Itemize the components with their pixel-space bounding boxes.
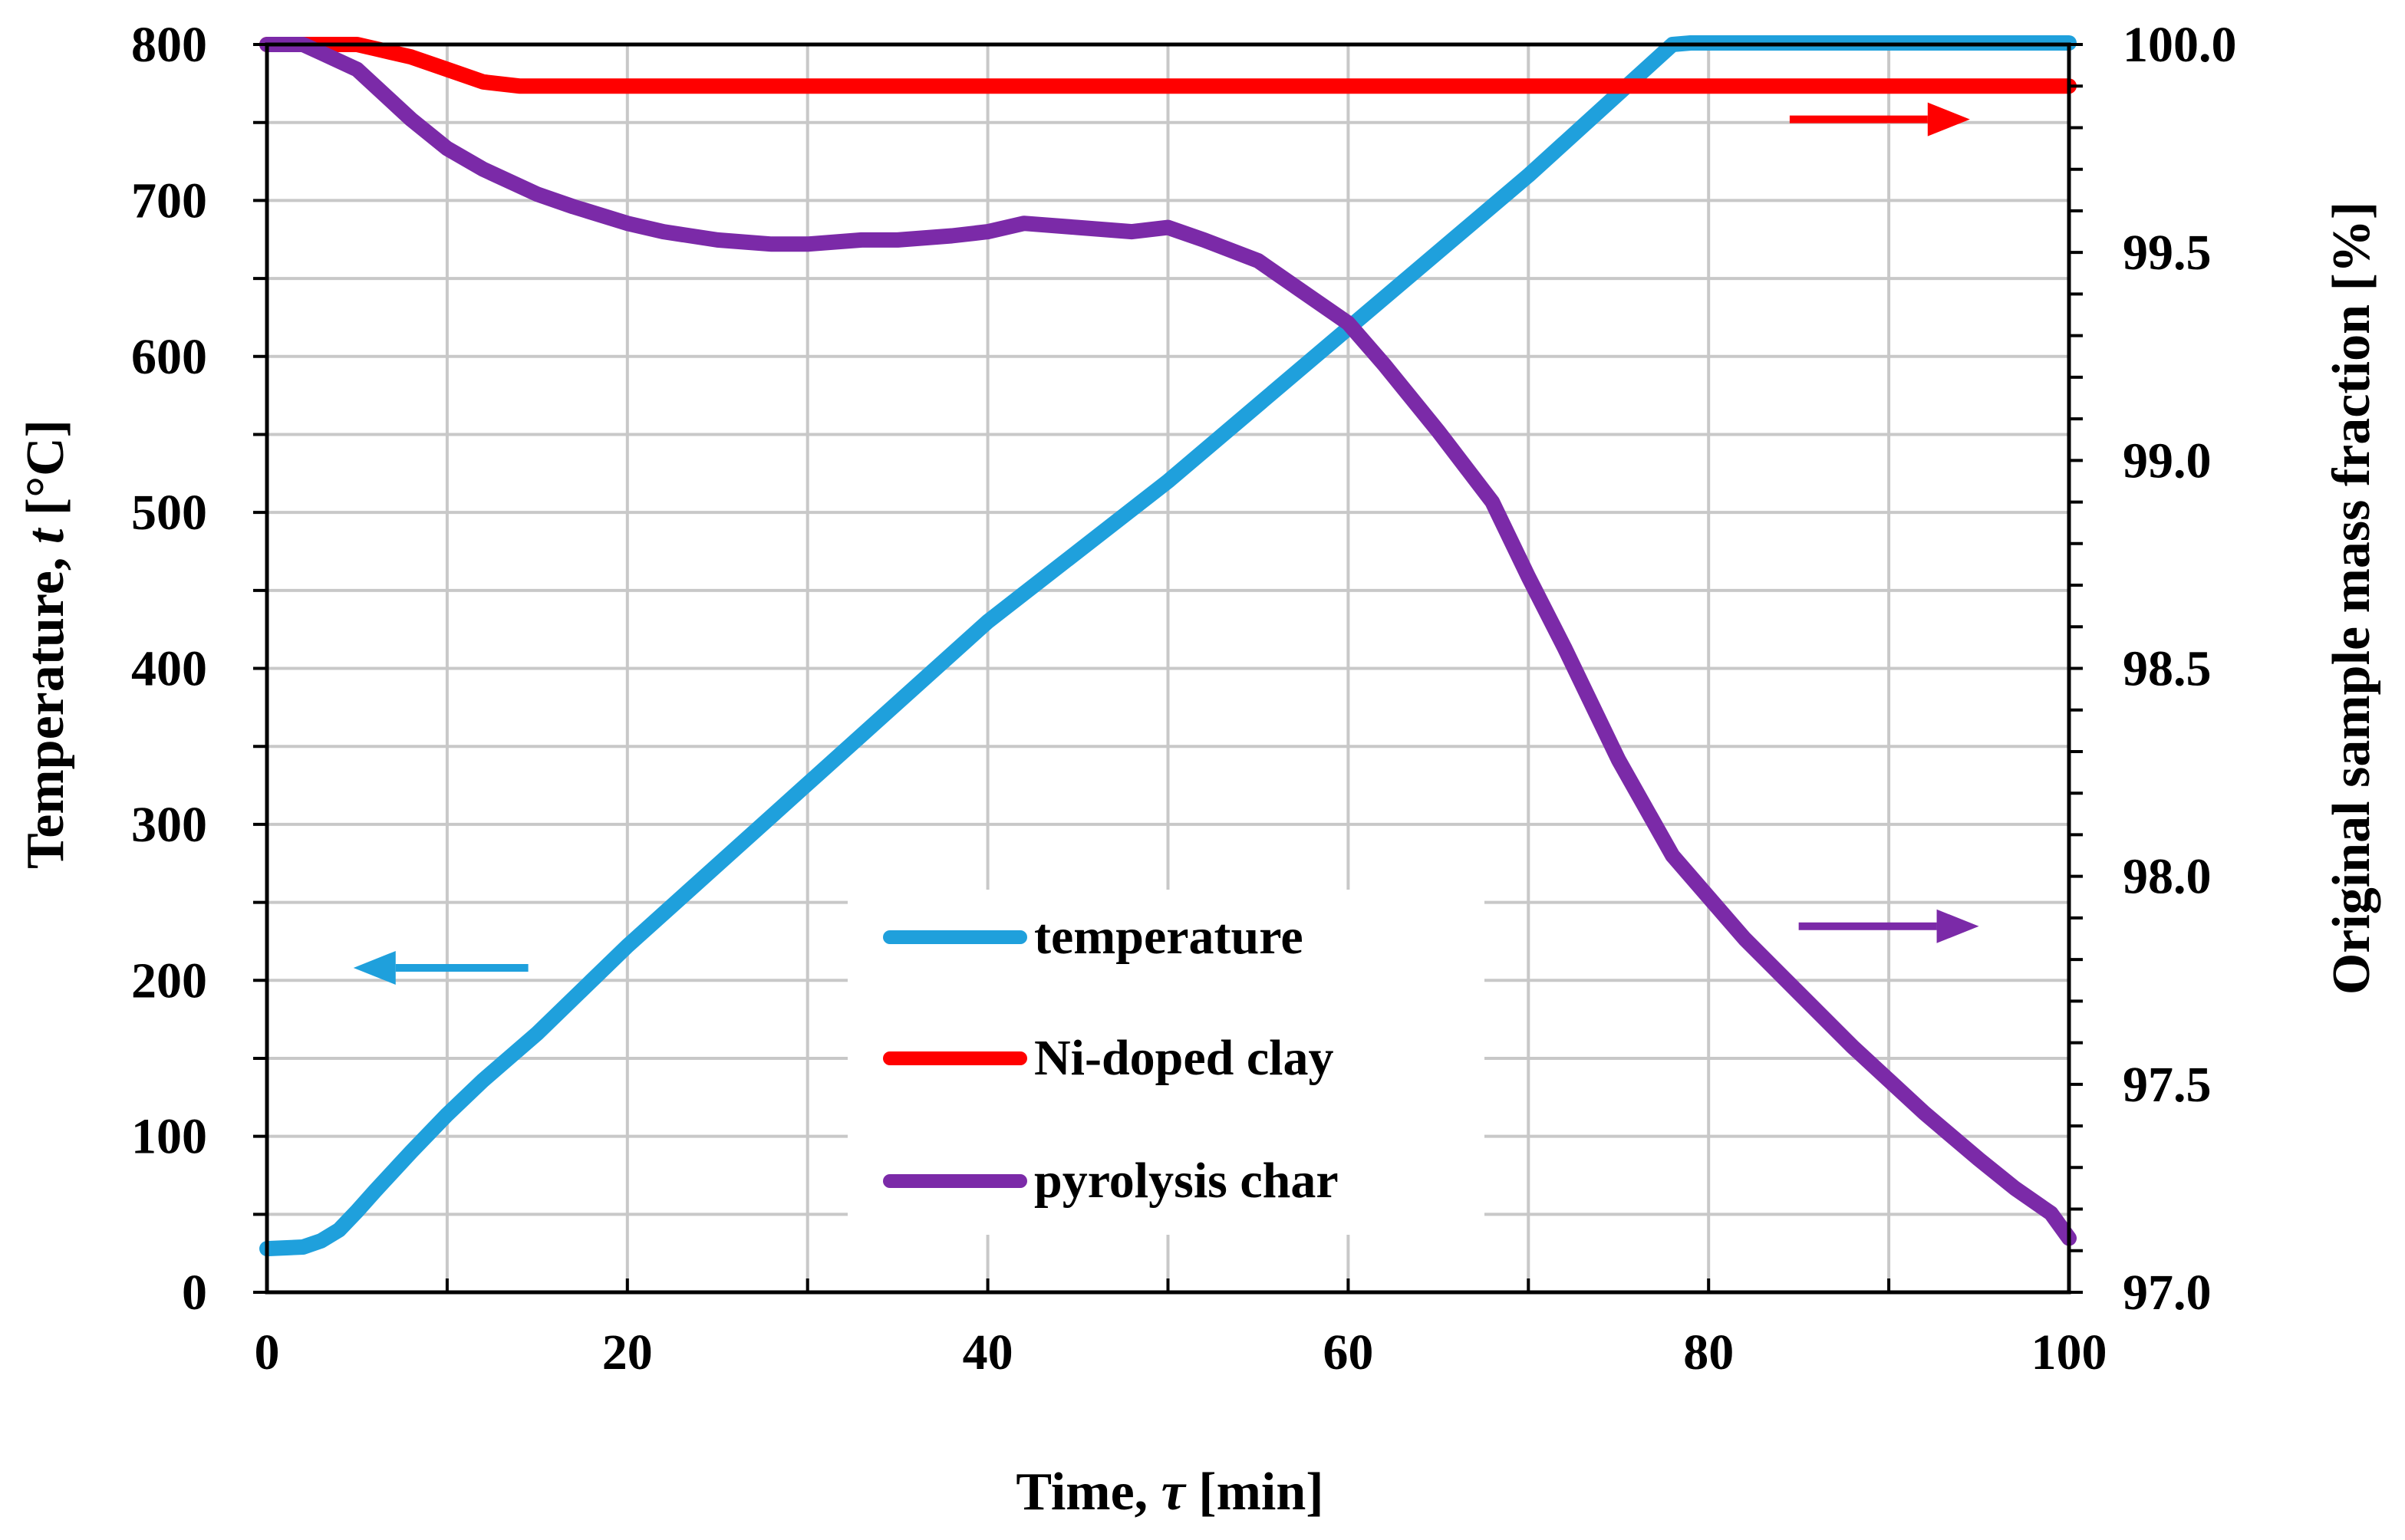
- arrow-head: [1936, 909, 1979, 943]
- tick-labels: 0 20 40 60 80 100 0 100 200 300 400 500 600 700 800 97.…: [131, 17, 2237, 1380]
- series-line-temperature: [259, 35, 2077, 1257]
- y-right-tick-label: 99.5: [2123, 225, 2212, 281]
- y-left-tick-label: 800: [131, 17, 207, 73]
- y-right-tick-label: 97.0: [2123, 1265, 2212, 1321]
- x-tick-label: 60: [1323, 1324, 1373, 1380]
- x-tick-label: 40: [963, 1324, 1013, 1380]
- legend-label-ni-doped-clay: Ni-doped clay: [1034, 1030, 1334, 1086]
- x-axis-title-symbol: τ: [1161, 1463, 1187, 1522]
- y-left-tick-label: 500: [131, 485, 207, 541]
- y-right-tick-label: 100.0: [2123, 17, 2237, 73]
- y-right-tick-label: 99.0: [2123, 433, 2212, 489]
- legend: temperature Ni-doped clay pyrolysis char: [848, 890, 1484, 1235]
- legend-label-temperature: temperature: [1034, 909, 1303, 965]
- x-axis-title-prefix: Time,: [1016, 1463, 1161, 1522]
- x-tick-label: 20: [602, 1324, 653, 1380]
- legend-label-pyrolysis-char: pyrolysis char: [1034, 1153, 1339, 1209]
- y-left-axis-title-symbol: t: [16, 527, 75, 544]
- arrow-head: [353, 950, 396, 985]
- y-right-tick-label: 98.0: [2123, 849, 2212, 905]
- arrow-head: [1927, 102, 1970, 137]
- plot-frame: [253, 42, 2083, 1295]
- y-left-axis-title-suffix: [°C]: [16, 420, 75, 529]
- x-tick-label: 80: [1683, 1324, 1734, 1380]
- x-tick-label: 100: [2031, 1324, 2107, 1380]
- y-left-axis-title: Temperature, t [°C]: [16, 420, 75, 869]
- y-left-axis-title-prefix: Temperature,: [16, 544, 75, 869]
- y-left-tick-label: 100: [131, 1109, 207, 1165]
- series-line-pyrolysis-char: [259, 37, 2077, 1246]
- x-axis-title: Time, τ [min]: [1016, 1463, 1323, 1522]
- y-left-tick-label: 0: [182, 1265, 207, 1321]
- y-left-tick-label: 700: [131, 173, 207, 229]
- x-tick-label: 0: [255, 1324, 280, 1380]
- y-right-tick-label: 98.5: [2123, 641, 2212, 697]
- direction-arrows: [353, 102, 1979, 985]
- y-right-axis-title: Original sample mass fraction [%]: [2322, 202, 2381, 995]
- y-left-tick-label: 600: [131, 329, 207, 385]
- x-axis-title-suffix: [min]: [1185, 1463, 1324, 1522]
- y-right-tick-label: 97.5: [2123, 1057, 2212, 1113]
- y-left-tick-label: 300: [131, 797, 207, 853]
- y-left-tick-label: 400: [131, 641, 207, 697]
- y-left-tick-label: 200: [131, 953, 207, 1009]
